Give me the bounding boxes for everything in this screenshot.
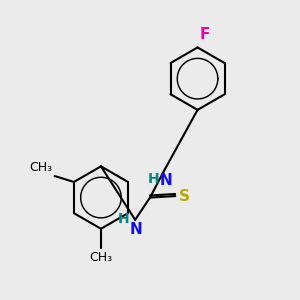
Text: S: S (179, 189, 190, 204)
Text: F: F (200, 27, 210, 42)
Text: CH₃: CH₃ (29, 160, 52, 174)
Text: N: N (130, 222, 143, 237)
Text: H: H (118, 212, 130, 226)
Text: CH₃: CH₃ (89, 251, 112, 264)
Text: N: N (160, 173, 173, 188)
Text: H: H (148, 172, 159, 186)
